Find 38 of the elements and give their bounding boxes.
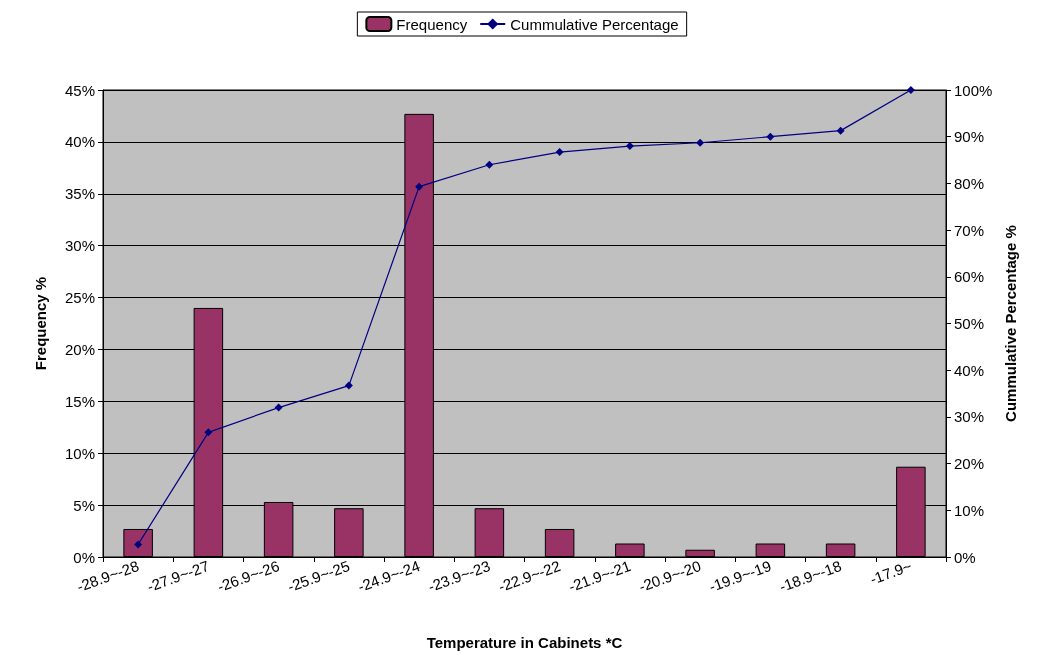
y2-tick-label: 20% [954,455,985,473]
x-tick-label: -17.9~ [867,556,914,588]
y-axis-title: Frequency % [32,276,49,371]
point [344,381,353,390]
y2-axis-title: Cummulative Percentage % [1002,225,1020,422]
point [555,148,564,157]
y2-tick-label: 70% [954,221,985,239]
y-tick-label: 40% [64,133,95,151]
point [836,126,845,135]
y-tick-label: 30% [64,237,95,255]
point [485,160,494,169]
y2-tick-label: 90% [954,128,985,146]
legend-label: Frequency [396,15,468,33]
point [625,142,634,151]
y-tick-label: 35% [64,185,95,203]
y2-tick-label: 10% [954,501,985,519]
x-axis-title: Temperature in Cabinets *C [426,634,623,651]
legend-label: Cummulative Percentage [510,15,679,33]
point [696,138,705,147]
y2-tick-label: 0% [954,548,976,566]
y-tick-label: 20% [64,340,95,358]
point [204,428,213,437]
y2-tick-label: 40% [954,361,985,379]
y-tick-label: 5% [73,496,95,514]
y-tick-label: 10% [64,444,95,462]
y-tick-label: 45% [64,81,95,99]
y2-tick-label: 80% [954,174,985,192]
point [906,86,915,94]
point [415,182,424,191]
point [766,132,775,141]
y2-tick-label: 60% [954,268,985,286]
y-tick-label: 0% [73,548,95,566]
y2-tick-label: 100% [954,81,993,99]
point [274,403,283,412]
y-tick-label: 15% [64,392,95,410]
y2-tick-label: 50% [954,315,985,332]
y2-tick-label: 30% [954,408,985,426]
y-tick-label: 25% [64,289,95,307]
